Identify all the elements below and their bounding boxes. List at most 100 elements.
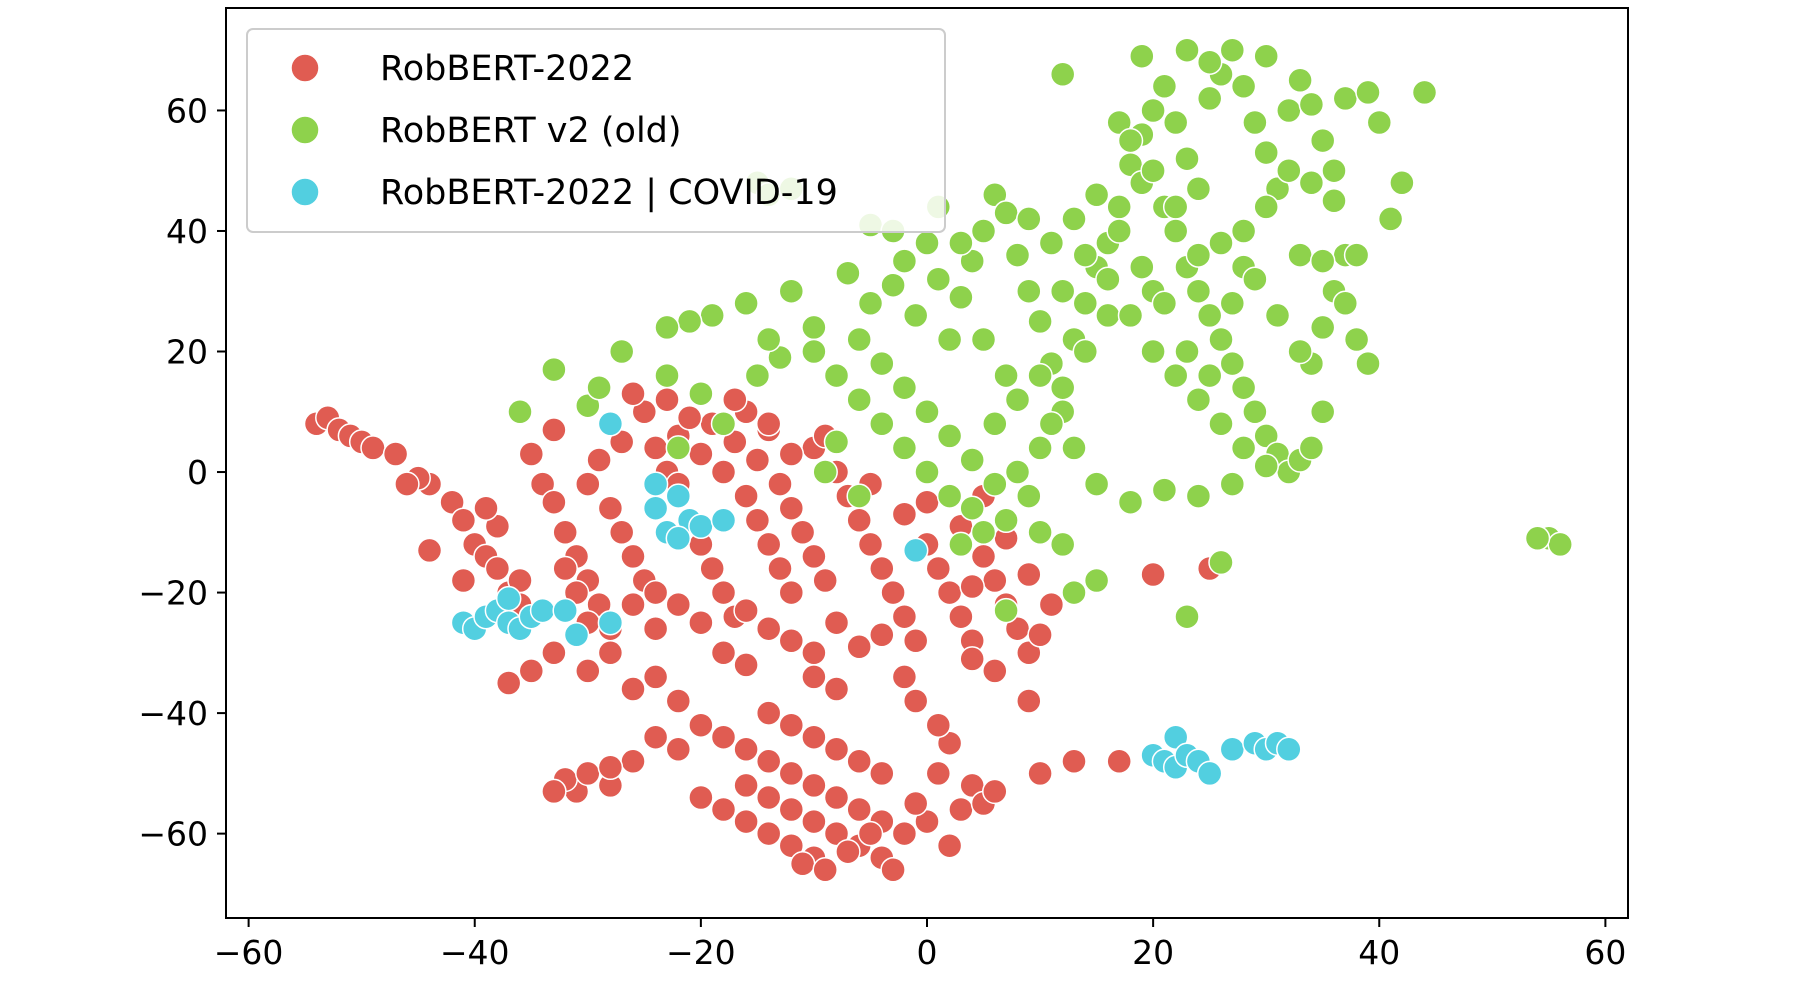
data-point: [801, 772, 827, 799]
data-point: [1185, 242, 1212, 268]
data-point: [857, 820, 884, 847]
data-point: [970, 543, 997, 570]
data-point: [755, 820, 782, 847]
data-point: [1095, 266, 1121, 292]
series-1: [507, 37, 1573, 630]
data-point: [1219, 736, 1246, 763]
data-point: [948, 603, 974, 630]
data-point: [1016, 206, 1042, 232]
data-point: [1072, 338, 1099, 365]
data-point: [755, 700, 782, 726]
data-point: [891, 664, 918, 690]
data-point: [846, 796, 872, 823]
data-point: [597, 495, 624, 521]
data-point: [1208, 411, 1234, 437]
data-point: [1230, 73, 1257, 100]
data-point: [1208, 230, 1234, 256]
data-point: [710, 579, 737, 606]
data-point: [1230, 374, 1257, 401]
data-point: [1389, 170, 1415, 196]
data-point: [1174, 603, 1200, 630]
data-point: [801, 543, 827, 570]
data-point: [631, 399, 658, 425]
data-point: [812, 857, 838, 883]
data-point: [869, 411, 895, 437]
data-point: [552, 555, 578, 582]
data-point: [755, 326, 782, 353]
data-point: [891, 374, 918, 401]
data-point: [1106, 194, 1132, 220]
legend-box: [246, 28, 946, 233]
data-point: [1106, 748, 1132, 775]
data-point: [1264, 176, 1291, 202]
data-point: [608, 429, 635, 455]
data-point: [1061, 748, 1087, 775]
data-point: [1162, 724, 1189, 750]
data-point: [688, 380, 714, 407]
data-point: [993, 507, 1019, 534]
data-point: [642, 495, 669, 521]
data-point: [1038, 411, 1065, 437]
data-point: [880, 579, 906, 606]
data-point: [1287, 338, 1313, 365]
data-point: [835, 838, 861, 865]
data-point: [620, 676, 646, 702]
data-point: [1276, 736, 1302, 763]
data-point: [869, 760, 895, 787]
data-point: [914, 399, 940, 425]
data-point: [1049, 61, 1076, 88]
data-point: [1253, 194, 1279, 220]
data-point: [733, 597, 759, 624]
legend-marker-robbert-2022: [290, 53, 320, 83]
data-point: [970, 519, 997, 546]
data-point: [676, 405, 703, 431]
data-point: [575, 392, 601, 419]
data-point: [846, 634, 872, 660]
data-point: [789, 519, 816, 546]
data-point: [1208, 326, 1234, 353]
data-point: [789, 851, 816, 877]
data-point: [925, 555, 952, 582]
data-point: [891, 820, 918, 847]
data-point: [1061, 579, 1087, 606]
data-point: [1140, 561, 1166, 588]
data-point: [936, 326, 963, 353]
data-point: [597, 411, 624, 437]
data-point: [1309, 314, 1336, 341]
data-point: [608, 338, 635, 365]
data-point: [722, 386, 748, 413]
data-point: [710, 640, 737, 666]
data-point: [541, 640, 567, 666]
data-point: [394, 471, 420, 497]
data-point: [733, 483, 759, 509]
data-point: [586, 591, 612, 618]
data-point: [948, 796, 974, 823]
data-point: [801, 314, 827, 341]
data-point: [1366, 109, 1393, 136]
data-point: [869, 622, 895, 648]
data-point: [755, 411, 782, 437]
data-point: [767, 344, 793, 371]
data-point: [473, 495, 499, 521]
y-tick-label: −40: [138, 694, 208, 733]
data-point: [1061, 435, 1087, 461]
data-point: [1219, 471, 1246, 497]
data-point: [1219, 350, 1246, 377]
data-point: [541, 356, 567, 383]
data-point: [1016, 688, 1042, 714]
data-point: [993, 362, 1019, 389]
data-point: [1332, 85, 1359, 112]
data-point: [1083, 471, 1110, 497]
data-point: [1196, 85, 1223, 112]
data-point: [541, 778, 567, 805]
x-tick-label: 60: [1584, 933, 1626, 972]
data-point: [948, 230, 974, 256]
data-point: [846, 386, 872, 413]
data-point: [801, 338, 827, 365]
data-point: [1151, 73, 1178, 100]
data-point: [959, 646, 985, 672]
data-point: [902, 688, 929, 714]
data-point: [450, 507, 477, 534]
data-point: [620, 748, 646, 775]
data-point: [1276, 157, 1302, 184]
